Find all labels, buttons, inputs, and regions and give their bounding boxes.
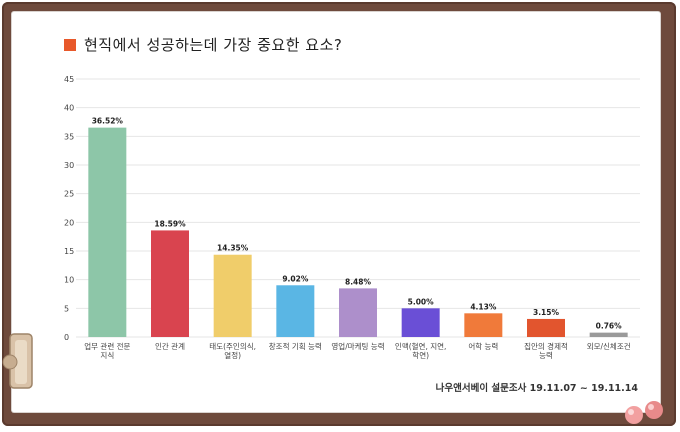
x-tick-label: 외모/신체조건 [587,341,631,351]
y-tick-label: 40 [64,104,74,113]
data-label: 14.35% [217,244,249,253]
x-tick-label: 영업/마케팅 능력 [331,341,384,351]
x-tick-label: 인간 관계 [155,341,185,351]
bar [527,318,565,337]
data-label: 18.59% [154,219,186,228]
y-tick-label: 0 [64,333,69,342]
x-tick-label: 인맥(혈연, 지연, [395,341,446,351]
bar [213,254,252,337]
bar [339,288,377,337]
bar [464,313,503,337]
y-tick-label: 20 [64,218,74,227]
pushpin-icon [625,401,663,424]
y-tick-label: 25 [64,190,74,199]
title-bullet-icon [64,38,76,51]
y-tick-label: 5 [64,304,69,313]
bar [589,332,628,337]
data-label: 36.52% [92,117,124,126]
bar [276,285,315,337]
data-label: 4.13% [470,302,497,311]
y-tick-label: 10 [64,276,74,285]
data-label: 5.00% [408,297,435,306]
x-tick-label: 창조적 기획 능력 [269,341,322,351]
data-label: 0.76% [596,322,623,331]
x-tick-label: 태도(주인의식, [209,341,256,351]
y-tick-label: 30 [64,161,74,170]
source-note: 나우앤서베이 설문조사 19.11.07 ~ 19.11.14 [435,383,638,394]
bar [88,127,127,337]
x-tick-label: 집안의 경제적 [524,341,568,351]
y-tick-label: 45 [64,75,74,84]
x-tick-label: 학연) [412,350,429,360]
paper-sheet: 현직에서 성공하는데 가장 중요한 요소? 0 5 10 15 20 25 30 35 40 45… [12,12,660,412]
data-label: 8.48% [345,277,372,286]
x-tick-label: 열정) [224,350,241,360]
y-tick-label: 15 [64,247,74,256]
data-label: 3.15% [533,308,560,317]
paper-clip-icon [2,333,33,389]
x-tick-label: 지식 [100,351,114,360]
y-tick-label: 35 [64,132,74,141]
x-tick-label: 어학 능력 [468,341,498,351]
bar [401,308,440,337]
x-tick-label: 업무 관련 전문 [84,341,130,351]
title-row: 현직에서 성공하는데 가장 중요한 요소? [64,34,342,55]
chart-title: 현직에서 성공하는데 가장 중요한 요소? [84,36,343,54]
x-tick-label: 능력 [539,351,553,360]
data-label: 9.02% [282,274,309,283]
bar [151,230,189,337]
